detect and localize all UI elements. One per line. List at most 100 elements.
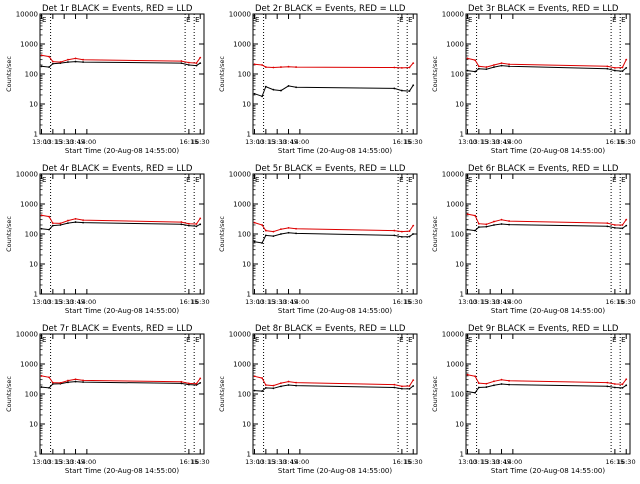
data-point-events [493,224,495,226]
data-point-lld [48,376,50,379]
y-tick-label: 1 [247,131,251,139]
y-tick-label: 10 [455,421,464,429]
data-point-lld [493,380,495,383]
x-tick-label: 13:45 [492,458,511,466]
plot-frame [465,333,631,455]
data-point-lld [195,62,198,65]
y-tick-label: 1000 [446,41,464,49]
x-tick-label: 16:30 [191,138,210,146]
data-point-lld [621,383,624,386]
data-point-events [40,386,43,388]
data-point-events [180,382,183,385]
data-point-events [287,384,290,386]
y-tick-label: 100 [25,71,38,79]
x-tick-label: 16:15 [606,138,625,146]
data-point-lld [485,66,488,68]
event-marker-label: E [612,336,616,344]
data-point-lld [195,382,198,385]
data-point-events [48,66,50,68]
data-point-events [393,386,396,389]
data-point-events [295,86,297,89]
data-point-lld [264,384,267,386]
y-tick-label: 1000 [20,41,38,49]
data-point-events [474,70,476,73]
y-tick-label: 1 [460,291,464,299]
data-point-events [493,384,495,387]
series-line-lld [254,62,414,69]
data-point-lld [180,60,183,62]
event-marker-label: E [612,16,616,24]
data-point-lld [199,377,202,380]
data-point-lld [400,385,403,388]
data-point-events [180,62,183,65]
detector-panel-2: Det 2r BLACK = Events, RED = LLD Counts/s… [218,4,423,155]
data-point-events [474,391,476,394]
y-tick-label: 10000 [229,331,251,339]
data-point-lld [82,58,84,61]
x-tick-label: 13:00 [458,138,477,146]
data-point-events [477,226,480,228]
data-point-events [67,222,69,225]
data-point-events [466,390,469,393]
panel-title: Det 7r BLACK = Events, RED = LLD [42,324,193,334]
data-point-lld [412,224,415,227]
data-point-lld [261,224,263,226]
event-marker-label: E [42,336,46,344]
event-marker-label: E [621,336,625,344]
x-tick-label: 16:15 [606,298,625,306]
x-tick-label: 13:30 [268,298,287,306]
detector-panel-6: Det 6r BLACK = Events, RED = LLD Counts/s… [431,164,636,315]
data-point-lld [493,64,495,66]
data-point-lld [48,55,50,58]
y-tick-label: 100 [238,231,251,239]
data-point-lld [493,220,495,223]
data-point-lld [74,57,77,60]
plot-frame [39,333,205,455]
y-tick-label: 100 [451,71,464,79]
event-marker-label: E [195,336,199,344]
data-point-events [500,383,503,385]
data-point-lld [606,222,609,225]
data-point-events [485,386,488,388]
x-tick-label: 13:15 [469,138,488,146]
data-point-lld [180,221,183,223]
y-axis-label: Counts/sec [431,376,439,412]
y-tick-label: 100 [451,391,464,399]
data-point-events [195,225,198,228]
y-tick-label: 1 [247,291,251,299]
data-point-events [67,61,69,63]
data-point-lld [82,219,84,222]
event-marker-label: E [195,16,199,24]
data-point-events [82,221,84,224]
data-point-events [40,65,43,68]
data-point-lld [412,62,415,65]
x-tick-label: 13:00 [245,298,264,306]
plot-frame [39,173,205,295]
data-point-events [613,69,616,72]
event-marker-label: E [408,336,412,344]
data-point-lld [621,224,624,226]
x-tick-label: 13:00 [32,458,51,466]
data-point-events [74,380,77,383]
y-axis-label: Counts/sec [431,56,439,92]
series-line-lld [467,374,627,385]
y-tick-label: 1000 [446,361,464,369]
x-tick-label: 14:00 [290,138,309,146]
data-point-events [261,390,263,392]
data-point-lld [508,63,510,66]
data-point-lld [400,66,403,69]
data-point-events [477,386,480,389]
data-point-lld [253,63,256,66]
data-point-lld [199,56,202,59]
y-tick-label: 10 [29,261,38,269]
data-point-lld [412,379,415,382]
data-point-events [477,67,480,70]
event-marker-label: E [42,16,46,24]
x-tick-label: 16:30 [617,298,636,306]
y-tick-label: 10 [29,101,38,109]
data-point-lld [280,382,282,385]
data-point-lld [500,218,503,221]
x-tick-label: 13:00 [458,458,477,466]
data-point-events [253,92,256,95]
x-tick-label: 14:00 [503,138,522,146]
